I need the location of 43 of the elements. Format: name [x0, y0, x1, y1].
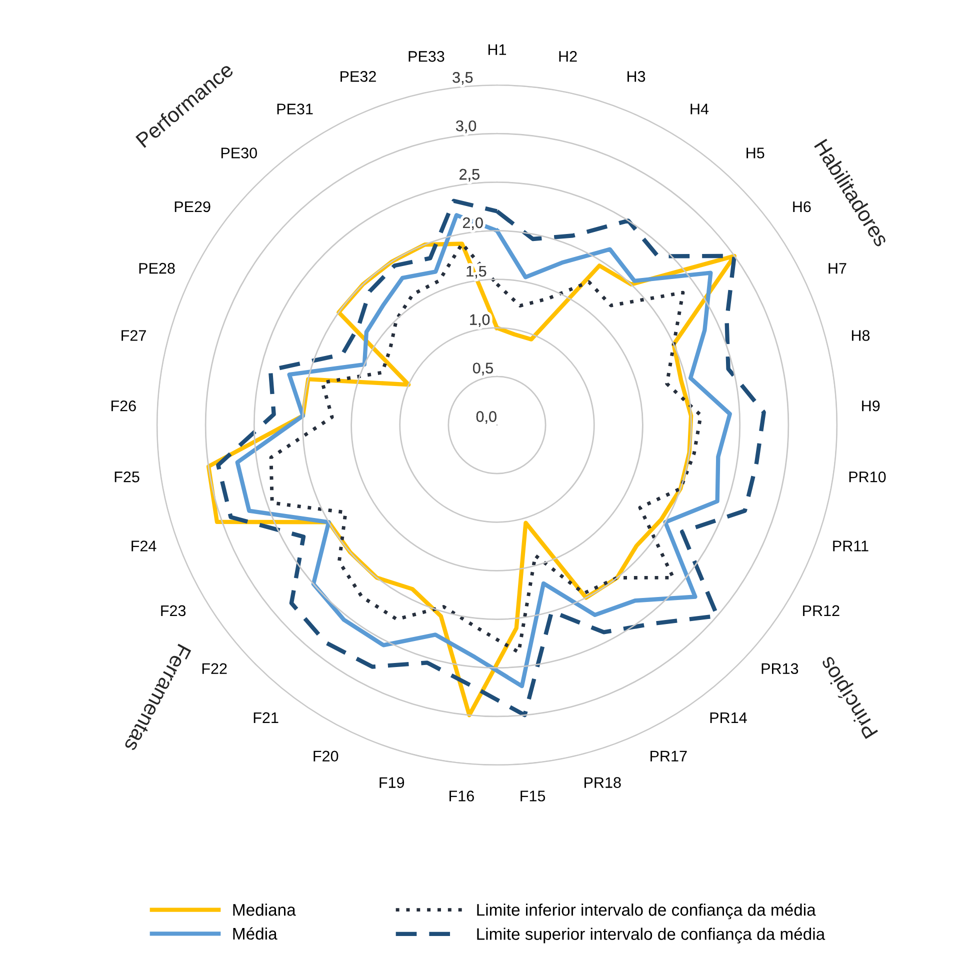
- spoke-label: PR14: [710, 712, 747, 723]
- legend-label: Limite inferior intervalo de confiança da média: [477, 903, 816, 920]
- spoke-label: PR12: [803, 605, 840, 616]
- spoke-label: PR11: [833, 540, 868, 552]
- spoke-label: H7: [828, 263, 846, 274]
- y-tick-label: 0,5: [472, 362, 493, 376]
- spoke-label: PE31: [277, 104, 313, 114]
- spoke-label: H8: [852, 330, 870, 341]
- spoke-label: F15: [520, 790, 546, 802]
- spoke-label: H5: [746, 148, 764, 158]
- spoke-label: PR18: [584, 777, 621, 788]
- spoke-label: PR17: [650, 750, 687, 762]
- spoke-label: PE28: [139, 262, 175, 274]
- y-tick-label: 3,5: [452, 72, 473, 85]
- spoke-label: PE29: [174, 201, 210, 212]
- spoke-label: F24: [132, 540, 156, 552]
- legend-label: Média: [233, 927, 278, 940]
- spoke-label: F20: [314, 750, 338, 762]
- spoke-label: H1: [488, 44, 506, 55]
- spoke-label: PE33: [408, 51, 444, 62]
- spoke-label: F19: [380, 777, 404, 788]
- spoke-label: F21: [254, 712, 278, 723]
- spoke-label: F16: [450, 790, 474, 802]
- spoke-label: F23: [161, 605, 186, 616]
- spoke-label: F27: [122, 330, 146, 341]
- y-tick-label: 0,0: [476, 411, 496, 424]
- spoke-label: F25: [114, 472, 140, 482]
- spoke-label: H2: [559, 51, 577, 62]
- spoke-label: F22: [202, 663, 227, 674]
- y-tick-label: 1,0: [470, 314, 490, 327]
- legend-label: Limite superior intervalo de confiança da média: [477, 928, 826, 944]
- spoke-label: H4: [690, 104, 709, 114]
- spoke-label: PE32: [340, 71, 376, 82]
- spoke-label: H9: [862, 400, 880, 412]
- spoke-label: PR13: [762, 663, 798, 674]
- spoke-label: PR10: [849, 472, 886, 482]
- y-tick-label: 3,0: [456, 120, 476, 134]
- legend-label: Mediana: [233, 904, 296, 916]
- spoke-label: H6: [793, 201, 811, 212]
- y-tick-label: 2,5: [460, 168, 480, 182]
- spoke-label: PE30: [221, 148, 257, 158]
- spoke-label: F26: [111, 400, 136, 412]
- spoke-label: H3: [628, 71, 646, 82]
